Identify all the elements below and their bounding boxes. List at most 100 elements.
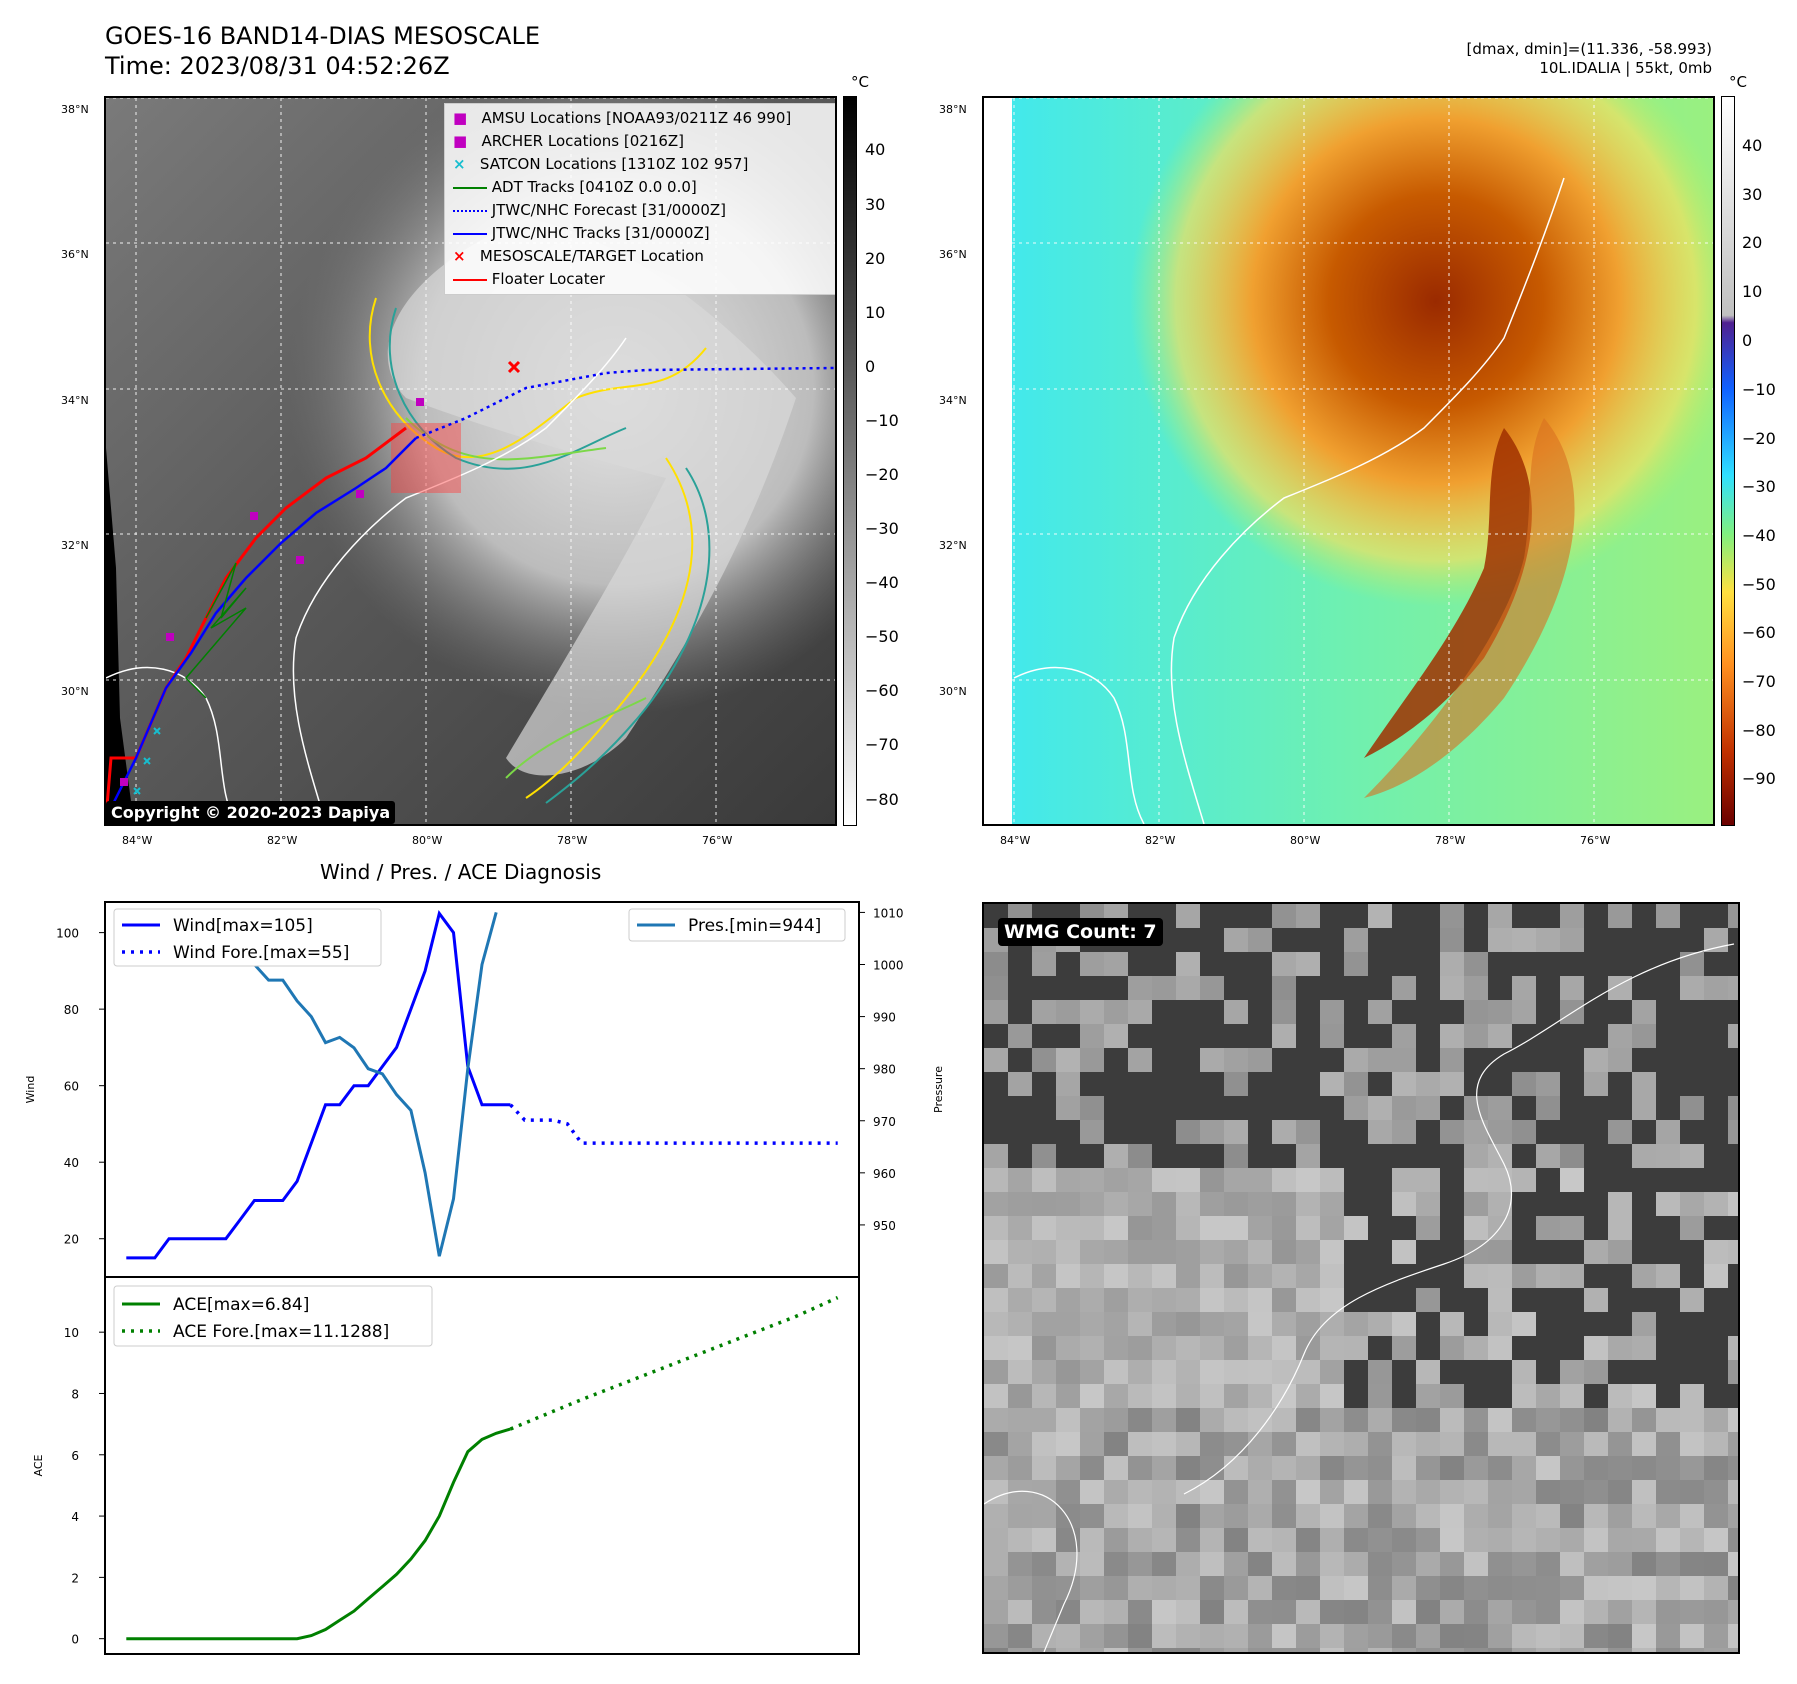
cbr-tick-m30: −30 <box>1742 477 1776 496</box>
legend-adt: ADT Tracks [0410Z 0.0 0.0] <box>453 176 829 199</box>
lat-label-30: 30°N <box>61 685 89 698</box>
cbr-tick-20: 20 <box>1742 233 1763 252</box>
pressure-tick-label: 950 <box>873 1219 896 1233</box>
ace-tick-label: 10 <box>64 1326 79 1340</box>
amsu-markers <box>120 398 424 786</box>
legend-amsu: ■ AMSU Locations [NOAA93/0211Z 46 990] <box>453 109 792 127</box>
lat-label-32-right: 32°N <box>939 539 967 552</box>
cbr-tick-m80: −80 <box>1742 721 1776 740</box>
lat-label-34: 34°N <box>61 394 89 407</box>
wind-forecast-line <box>509 1103 838 1145</box>
ace-tick-label: 6 <box>71 1449 79 1463</box>
wind-tick-label: 80 <box>64 1003 79 1017</box>
floater-box <box>391 423 461 493</box>
legend-jtwc-forecast: JTWC/NHC Forecast [31/0000Z] <box>453 199 829 222</box>
legend-mesoscale: × MESOSCALE/TARGET Location <box>453 247 704 265</box>
wmg-panel: WMG Count: 7 <box>982 902 1740 1654</box>
cbl-tick-m80: −80 <box>865 790 899 809</box>
cbl-tick-m50: −50 <box>865 627 899 646</box>
cbr-tick-m60: −60 <box>1742 623 1776 642</box>
lon-label-84-right: 84°W <box>1000 834 1031 847</box>
pressure-tick-label: 990 <box>873 1011 896 1025</box>
cbr-tick-0: 0 <box>1742 331 1753 350</box>
pressure-legend-box <box>628 908 846 942</box>
colorbar-left <box>843 96 857 826</box>
legend-pressure-label: Pres.[min=944] <box>688 916 821 936</box>
lon-label-84: 84°W <box>122 834 153 847</box>
legend-jtwc-tracks: JTWC/NHC Tracks [31/0000Z] <box>453 222 829 245</box>
cbl-tick-m70: −70 <box>865 735 899 754</box>
ace-axis-label: ACE <box>32 1454 45 1476</box>
ir-map-panel: ■ AMSU Locations [NOAA93/0211Z 46 990] ■… <box>104 96 837 826</box>
ace-tick-label: 8 <box>71 1387 79 1401</box>
lon-label-76-right: 76°W <box>1580 834 1611 847</box>
legend-archer: ■ ARCHER Locations [0216Z] <box>453 132 685 150</box>
figure-title: GOES-16 BAND14-DIAS MESOSCALE <box>105 22 541 50</box>
lat-label-38-right: 38°N <box>939 103 967 116</box>
wmg-pixels <box>984 904 1738 1652</box>
diagnosis-title: Wind / Pres. / ACE Diagnosis <box>320 860 602 884</box>
wind-axis-label: Wind <box>24 1076 37 1104</box>
cbl-tick-10: 10 <box>865 303 886 322</box>
wind-line <box>126 910 511 1260</box>
ace-legend-box <box>113 1285 433 1347</box>
pressure-tick-label: 1000 <box>873 959 904 973</box>
wind-tick-label: 40 <box>64 1156 79 1170</box>
lat-label-36: 36°N <box>61 248 89 261</box>
ace-line <box>126 1427 511 1641</box>
jtwc-track <box>106 437 417 819</box>
legend-wind-label: Wind[max=105] <box>173 916 313 936</box>
lon-label-80-right: 80°W <box>1290 834 1321 847</box>
cbr-tick-40: 40 <box>1742 136 1763 155</box>
colorbar-left-unit: °C <box>851 73 869 91</box>
cbr-tick-m70: −70 <box>1742 672 1776 691</box>
jtwc-forecast <box>415 366 835 440</box>
cbr-tick-10: 10 <box>1742 282 1763 301</box>
lon-label-78-right: 78°W <box>1435 834 1466 847</box>
wind-legend-box <box>113 908 382 967</box>
lat-label-36-right: 36°N <box>939 248 967 261</box>
wind-tick-label: 100 <box>56 927 79 941</box>
lon-label-76: 76°W <box>702 834 733 847</box>
enhanced-ir-map-image <box>984 98 1713 824</box>
map-legend: ■ AMSU Locations [NOAA93/0211Z 46 990] ■… <box>444 103 835 295</box>
cbr-tick-m90: −90 <box>1742 769 1776 788</box>
cbl-tick-m10: −10 <box>865 411 899 430</box>
cbl-tick-40: 40 <box>865 140 886 159</box>
pressure-axis-label: Pressure <box>932 1066 945 1113</box>
wind-tick-label: 20 <box>64 1233 79 1247</box>
pressure-tick-label: 960 <box>873 1167 896 1181</box>
lon-label-82: 82°W <box>267 834 298 847</box>
pressure-tick-label: 970 <box>873 1115 896 1129</box>
lat-label-32: 32°N <box>61 539 89 552</box>
satcon-markers <box>133 727 161 795</box>
lon-label-80: 80°W <box>412 834 443 847</box>
figure-time: Time: 2023/08/31 04:52:26Z <box>105 52 450 80</box>
cbr-tick-m50: −50 <box>1742 575 1776 594</box>
wmg-coastline <box>984 943 1735 1652</box>
cbl-tick-m20: −20 <box>865 465 899 484</box>
lat-label-38: 38°N <box>61 103 89 116</box>
legend-wind-fore-label: Wind Fore.[max=55] <box>173 943 349 963</box>
cbl-tick-30: 30 <box>865 195 886 214</box>
mesoscale-target-marker <box>507 360 521 374</box>
wmg-count-label: WMG Count: 7 <box>998 918 1163 946</box>
storm-info-text: 10L.IDALIA | 55kt, 0mb <box>1539 59 1712 77</box>
lat-label-34-right: 34°N <box>939 394 967 407</box>
pressure-tick-label: 1010 <box>873 906 904 920</box>
wmg-image <box>984 904 1738 1652</box>
legend-ace-fore-label: ACE Fore.[max=11.1288] <box>173 1322 389 1342</box>
data-range-text: [dmax, dmin]=(11.336, -58.993) <box>1466 40 1712 58</box>
cbl-tick-0: 0 <box>865 357 876 376</box>
lon-label-82-right: 82°W <box>1145 834 1176 847</box>
enhanced-ir-map-panel <box>982 96 1715 826</box>
cbl-tick-m40: −40 <box>865 573 899 592</box>
ace-tick-label: 4 <box>71 1510 79 1524</box>
adt-track <box>184 562 247 699</box>
cbl-tick-20: 20 <box>865 249 886 268</box>
pressure-tick-label: 980 <box>873 1063 896 1077</box>
cbr-tick-m20: −20 <box>1742 429 1776 448</box>
cbr-tick-30: 30 <box>1742 185 1763 204</box>
ace-tick-label: 2 <box>71 1571 79 1585</box>
